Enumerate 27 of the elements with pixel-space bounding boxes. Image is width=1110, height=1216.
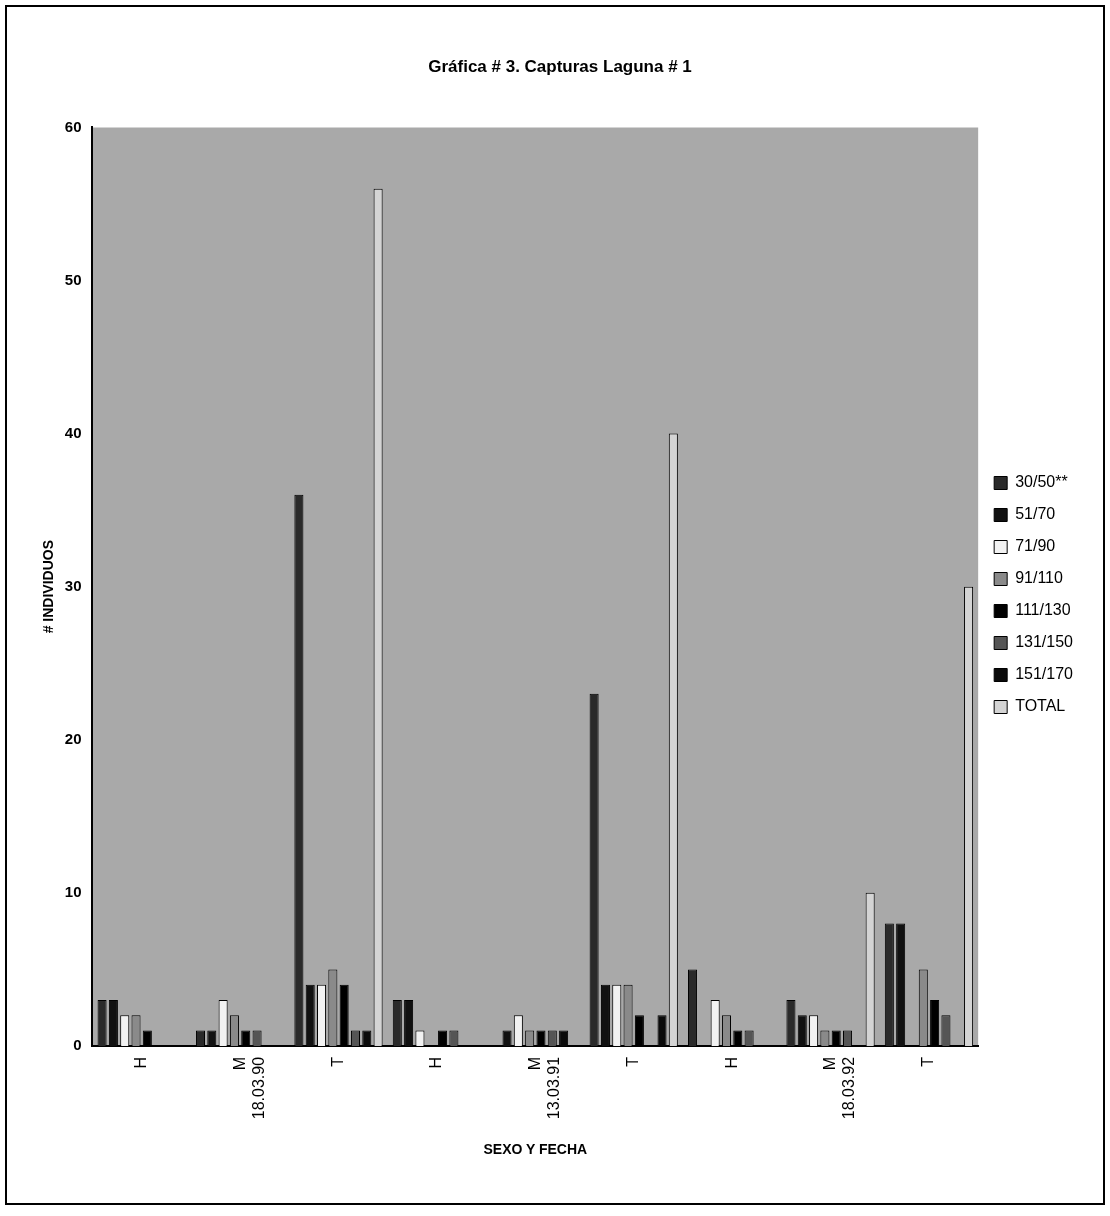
y-tick-label: 30 [64, 576, 82, 594]
legend-label: 111/130 [1015, 601, 1071, 619]
y-tick-label: 0 [73, 1036, 82, 1054]
y-axis-title: # INDIVIDUOS [40, 539, 57, 634]
x-tick-label: T [624, 1056, 642, 1067]
legend-label: 30/50** [1015, 473, 1068, 491]
x-tick-label: T [328, 1056, 346, 1067]
y-tick-label: 50 [64, 270, 82, 288]
x-tick-label: H [722, 1056, 740, 1069]
legend-label: TOTAL [1015, 697, 1066, 715]
y-tick-label: 40 [64, 423, 82, 441]
legend-label: 131/150 [1015, 633, 1074, 651]
x-axis-title: SEXO Y FECHA [483, 1141, 588, 1158]
x-tick-label: M 13.03.91 [525, 1056, 562, 1120]
x-tick-label: M 18.03.92 [820, 1056, 858, 1120]
y-tick-label: 20 [64, 729, 82, 747]
legend-label: 91/110 [1015, 569, 1064, 587]
y-tick-label: 60 [64, 117, 82, 135]
legend-label: 151/170 [1015, 665, 1074, 683]
chart-title: Gráfica # 3. Capturas Laguna # 1 [428, 56, 692, 76]
legend-label: 51/70 [1015, 505, 1056, 523]
x-tick-label: M 18.03.90 [230, 1056, 267, 1120]
x-tick-label: H [132, 1056, 150, 1069]
y-tick-label: 10 [64, 882, 82, 900]
x-tick-label: H [427, 1056, 445, 1069]
legend-label: 71/90 [1015, 537, 1056, 555]
x-tick-label: T [919, 1056, 937, 1067]
